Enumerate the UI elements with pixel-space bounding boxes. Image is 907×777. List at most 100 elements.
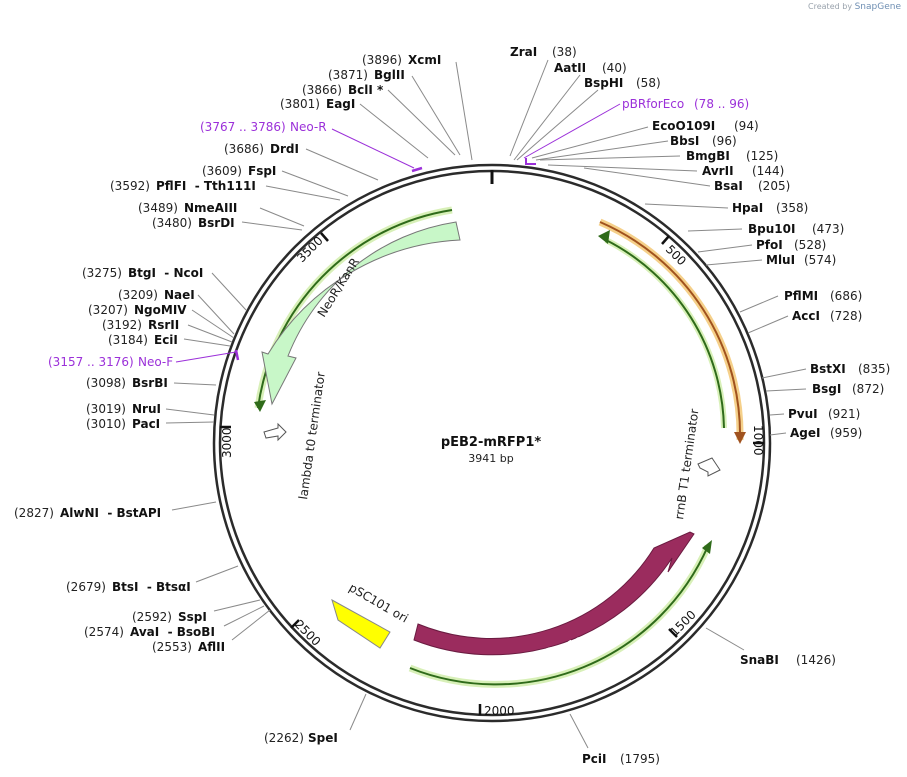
enzyme-mlui-name: MluI [766, 253, 795, 267]
leader-bsphi [516, 89, 599, 161]
leader-bstxi [761, 368, 807, 379]
leader-bsai [583, 167, 711, 187]
enzyme-sspi-name: SspI [178, 610, 207, 624]
enzyme-bsrbi-name: BsrBI [132, 376, 168, 390]
leader-bmgbi [539, 155, 681, 161]
enzyme-pfoi-name: PfoI [756, 238, 783, 252]
primer-neo-f-range: (3157 .. 3176) [48, 355, 134, 369]
leader-ecoo109i [531, 126, 649, 159]
enzyme-drdi-pos: (3686) [224, 142, 264, 156]
ruler-label-2000: 2000 [484, 704, 515, 718]
neor-kanr-arrow [261, 221, 461, 406]
leader-neo-f [175, 351, 237, 363]
enzyme-pcii-name: PciI [582, 752, 607, 766]
enzyme-paci-name: PacI [132, 417, 160, 431]
enzyme-snabi-pos: (1426) [796, 653, 836, 667]
rep101-arrow [413, 531, 695, 656]
leader-sspi [213, 599, 261, 612]
leader-agei [769, 432, 787, 436]
ruler-tick-1500 [668, 628, 678, 638]
enzyme-bstxi-name: BstXI [810, 362, 846, 376]
enzyme-ecii-name: EciI [154, 333, 178, 347]
enzyme-fspi-pos: (3609) [202, 164, 242, 178]
enzyme-pflfi-tth111i-name: PflFI - Tth111I [156, 179, 256, 193]
leader-bsrdi [241, 221, 303, 231]
leader-bsgi [765, 388, 807, 392]
enzyme-acci-name: AccI [792, 309, 820, 323]
enzyme-sspi-pos: (2592) [132, 610, 172, 624]
leader-hpai [644, 203, 729, 209]
enzyme-labels-right: ZraI (38) AatII (40) BspHI (58) pBRforEc… [510, 45, 890, 766]
leader-acci [747, 315, 789, 334]
enzyme-bsgi-name: BsgI [812, 382, 841, 396]
enzyme-bsphi-name: BspHI [584, 76, 623, 90]
enzyme-alwni-pos: (2827) [14, 506, 54, 520]
leader-nmeaiii [259, 207, 305, 227]
enzyme-naei-name: NaeI [164, 288, 195, 302]
enzyme-bsgi-pos: (872) [852, 382, 884, 396]
ruler-label-3000: 3000 [220, 427, 234, 458]
green-arc-left-arrowhead [254, 400, 266, 412]
enzyme-aflii-pos: (2553) [152, 640, 192, 654]
enzyme-bsrdi-pos: (3480) [152, 216, 192, 230]
enzyme-avrii-name: AvrII [702, 164, 734, 178]
leader-snabi [705, 627, 745, 651]
leader-aatii [513, 74, 581, 161]
enzyme-bsrbi-pos: (3098) [86, 376, 126, 390]
orange-arc-arrowhead [734, 432, 746, 444]
leader-neo-r [331, 128, 415, 169]
enzyme-bsphi-pos: (58) [636, 76, 661, 90]
enzyme-zrai-pos: (38) [552, 45, 577, 59]
enzyme-bcli-name: BclI * [348, 83, 384, 97]
leader-bsrbi [173, 382, 217, 386]
leader-avai [223, 605, 265, 627]
backbone-outer-strand [212, 163, 772, 723]
enzyme-bbsi-pos: (96) [712, 134, 737, 148]
primer-neo-f-bar [234, 349, 240, 361]
leader-bglii [411, 75, 461, 156]
enzyme-avai-bsobi-name: AvaI - BsoBI [130, 625, 215, 639]
primer-neo-f-name: Neo-F [138, 355, 173, 369]
leader-xcmi [455, 61, 473, 161]
primer-pbrforeco-range: (78 .. 96) [694, 97, 749, 111]
enzyme-pvui-pos: (921) [828, 407, 860, 421]
enzyme-spei-name: SpeI [308, 731, 338, 745]
enzyme-xcmi-name: XcmI [408, 53, 441, 67]
leader-spei [349, 693, 367, 731]
leader-btgi [211, 272, 247, 311]
primer-neo-r-bar [411, 166, 423, 173]
leader-pcii [569, 713, 589, 749]
enzyme-pfoi-pos: (528) [794, 238, 826, 252]
enzyme-snabi-name: SnaBI [740, 653, 779, 667]
enzyme-bpu10i-name: Bpu10I [748, 222, 795, 236]
leader-nrui [165, 408, 215, 416]
enzyme-aflii-name: AflII [198, 640, 225, 654]
enzyme-nrui-pos: (3019) [86, 402, 126, 416]
enzyme-ngomiv-name: NgoMIV [134, 303, 187, 317]
leader-eagi [359, 103, 429, 159]
leader-zrai [509, 59, 549, 157]
ruler-tick-2500 [290, 619, 300, 629]
leader-pvui [769, 413, 785, 416]
enzyme-rsrii-pos: (3192) [102, 318, 142, 332]
created-by-credit: Created by SnapGene [808, 2, 901, 12]
enzyme-pvui-name: PvuI [788, 407, 818, 421]
leader-btsi [195, 565, 239, 583]
enzyme-nmeaiii-name: NmeAIII [184, 201, 237, 215]
enzyme-naei-pos: (3209) [118, 288, 158, 302]
lambda-t0-terminator-label: lambda t0 terminator [296, 371, 328, 500]
enzyme-pflmi-pos: (686) [830, 289, 862, 303]
enzyme-mlui-pos: (574) [804, 253, 836, 267]
enzyme-alwni-bstapi-name: AlwNI - BstAPI [60, 506, 161, 520]
plasmid-length: 3941 bp [468, 452, 513, 465]
enzyme-hpai-pos: (358) [776, 201, 808, 215]
enzyme-fspi-name: FspI [248, 164, 276, 178]
leader-aflii [231, 609, 271, 641]
primer-pbrforeco-name: pBRforEco [622, 97, 684, 111]
ruler-tick-3500 [320, 232, 329, 242]
enzyme-pflfi-pos: (3592) [110, 179, 150, 193]
enzyme-rsrii-name: RsrII [148, 318, 179, 332]
leader-paci [165, 421, 215, 424]
enzyme-bmgbi-pos: (125) [746, 149, 778, 163]
